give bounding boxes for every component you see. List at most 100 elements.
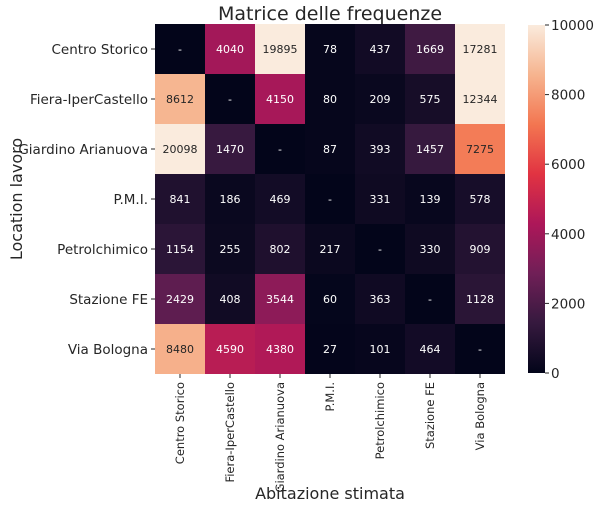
heatmap-cell [355,24,405,74]
heatmap-cell [305,274,355,324]
heatmap-cell [405,274,455,324]
heatmap-cell [305,324,355,374]
heatmap-cell [355,124,405,174]
x-tick-label: Fiera-IperCastello [223,382,237,483]
cell-value-label: 12344 [463,93,498,106]
cell-value-label: 331 [370,193,391,206]
colorbar-tick-label: 8000 [551,88,585,104]
heatmap-cells: - 4040 19895 78 437 1669 17281 8612 - 4150 80 209 57… [155,24,505,374]
heatmap-cell [205,124,255,174]
heatmap-cell [355,224,405,274]
cell-value-label: 1669 [416,43,444,56]
y-tick-label: Petrolchimico [57,242,148,258]
cell-value-label: 255 [220,243,241,256]
heatmap-cell [355,174,405,224]
heatmap-cell [155,174,205,224]
heatmap-cell [155,24,205,74]
x-tick-label: Giardino Arianuova [273,382,287,492]
y-tick-label: Stazione FE [69,292,148,308]
heatmap-cell [305,74,355,124]
heatmap-cell [205,174,255,224]
x-tick-label: Centro Storico [173,382,187,464]
heatmap-cell [455,174,505,224]
heatmap-cell [405,174,455,224]
cell-value-label: - [228,93,232,106]
cell-value-label: 1154 [166,243,194,256]
cell-value-label: 20098 [163,143,198,156]
y-tick-label: Fiera-IperCastello [30,92,148,108]
cell-value-label: 217 [320,243,341,256]
heatmap-cell [205,224,255,274]
x-axis-label: Abitazione stimata [255,484,405,503]
y-tick-label: Centro Storico [52,42,149,58]
cell-value-label: 19895 [263,43,298,56]
cell-value-label: - [178,43,182,56]
y-tick-labels: Centro Storico Fiera-IperCastello Giardino… [18,42,155,358]
colorbar [528,25,545,373]
cell-value-label: 1128 [466,293,494,306]
heatmap-cell [255,324,305,374]
heatmap-cell [255,274,305,324]
y-tick-label: P.M.I. [113,192,148,208]
cell-value-label: 802 [270,243,291,256]
chart-title: Matrice delle frequenze [218,3,442,25]
cell-value-label: 80 [323,93,337,106]
cell-value-label: - [278,143,282,156]
heatmap-cell [155,224,205,274]
colorbar-tick-label: 4000 [551,227,585,243]
heatmap-cell [355,274,405,324]
cell-value-label: 437 [370,43,391,56]
cell-value-label: 101 [370,343,391,356]
cell-value-label: 4590 [216,343,244,356]
cell-value-label: 578 [470,193,491,206]
heatmap-cell [205,274,255,324]
heatmap-cell [155,124,205,174]
cell-value-label: 209 [370,93,391,106]
cell-value-label: 8612 [166,93,194,106]
heatmap-cell [155,324,205,374]
colorbar-tick-label: 2000 [551,296,585,312]
cell-value-label: 464 [420,343,441,356]
heatmap-cell [455,74,505,124]
cell-value-label: 60 [323,293,337,306]
heatmap-cell [405,324,455,374]
heatmap-cell [305,174,355,224]
y-tick-label: Giardino Arianuova [18,142,148,158]
y-tick-label: Via Bologna [68,342,148,358]
x-tick-label: Stazione FE [423,382,437,449]
heatmap-cell [455,24,505,74]
x-tick-labels: Centro Storico Fiera-IperCastello Giardino… [173,374,487,492]
colorbar-tick-label: 0 [551,366,560,382]
cell-value-label: 363 [370,293,391,306]
heatmap-cell [355,74,405,124]
cell-value-label: - [328,193,332,206]
cell-value-label: 330 [420,243,441,256]
heatmap-cell [255,224,305,274]
cell-value-label: 4150 [266,93,294,106]
cell-value-label: 17281 [463,43,498,56]
heatmap-cell [205,324,255,374]
heatmap-cell [405,24,455,74]
heatmap-cell [455,324,505,374]
colorbar-ticks: 0 2000 4000 6000 8000 10000 [545,18,594,382]
heatmap-cell [155,274,205,324]
x-tick-label: Via Bologna [473,382,487,450]
x-tick-label: Petrolchimico [373,382,387,459]
heatmap-cell [305,124,355,174]
cell-value-label: 3544 [266,293,294,306]
y-axis-label: Location lavoro [7,138,26,260]
heatmap-cell [405,124,455,174]
colorbar-tick-label: 6000 [551,157,585,173]
heatmap-cell [355,324,405,374]
cell-value-label: 1470 [216,143,244,156]
colorbar-tick-label: 10000 [551,18,594,34]
cell-value-label: - [378,243,382,256]
heatmap-cell [255,124,305,174]
cell-value-label: 4380 [266,343,294,356]
cell-value-label: 1457 [416,143,444,156]
cell-value-label: 27 [323,343,337,356]
cell-value-label: 139 [420,193,441,206]
heatmap-cell [255,74,305,124]
cell-value-label: 909 [470,243,491,256]
